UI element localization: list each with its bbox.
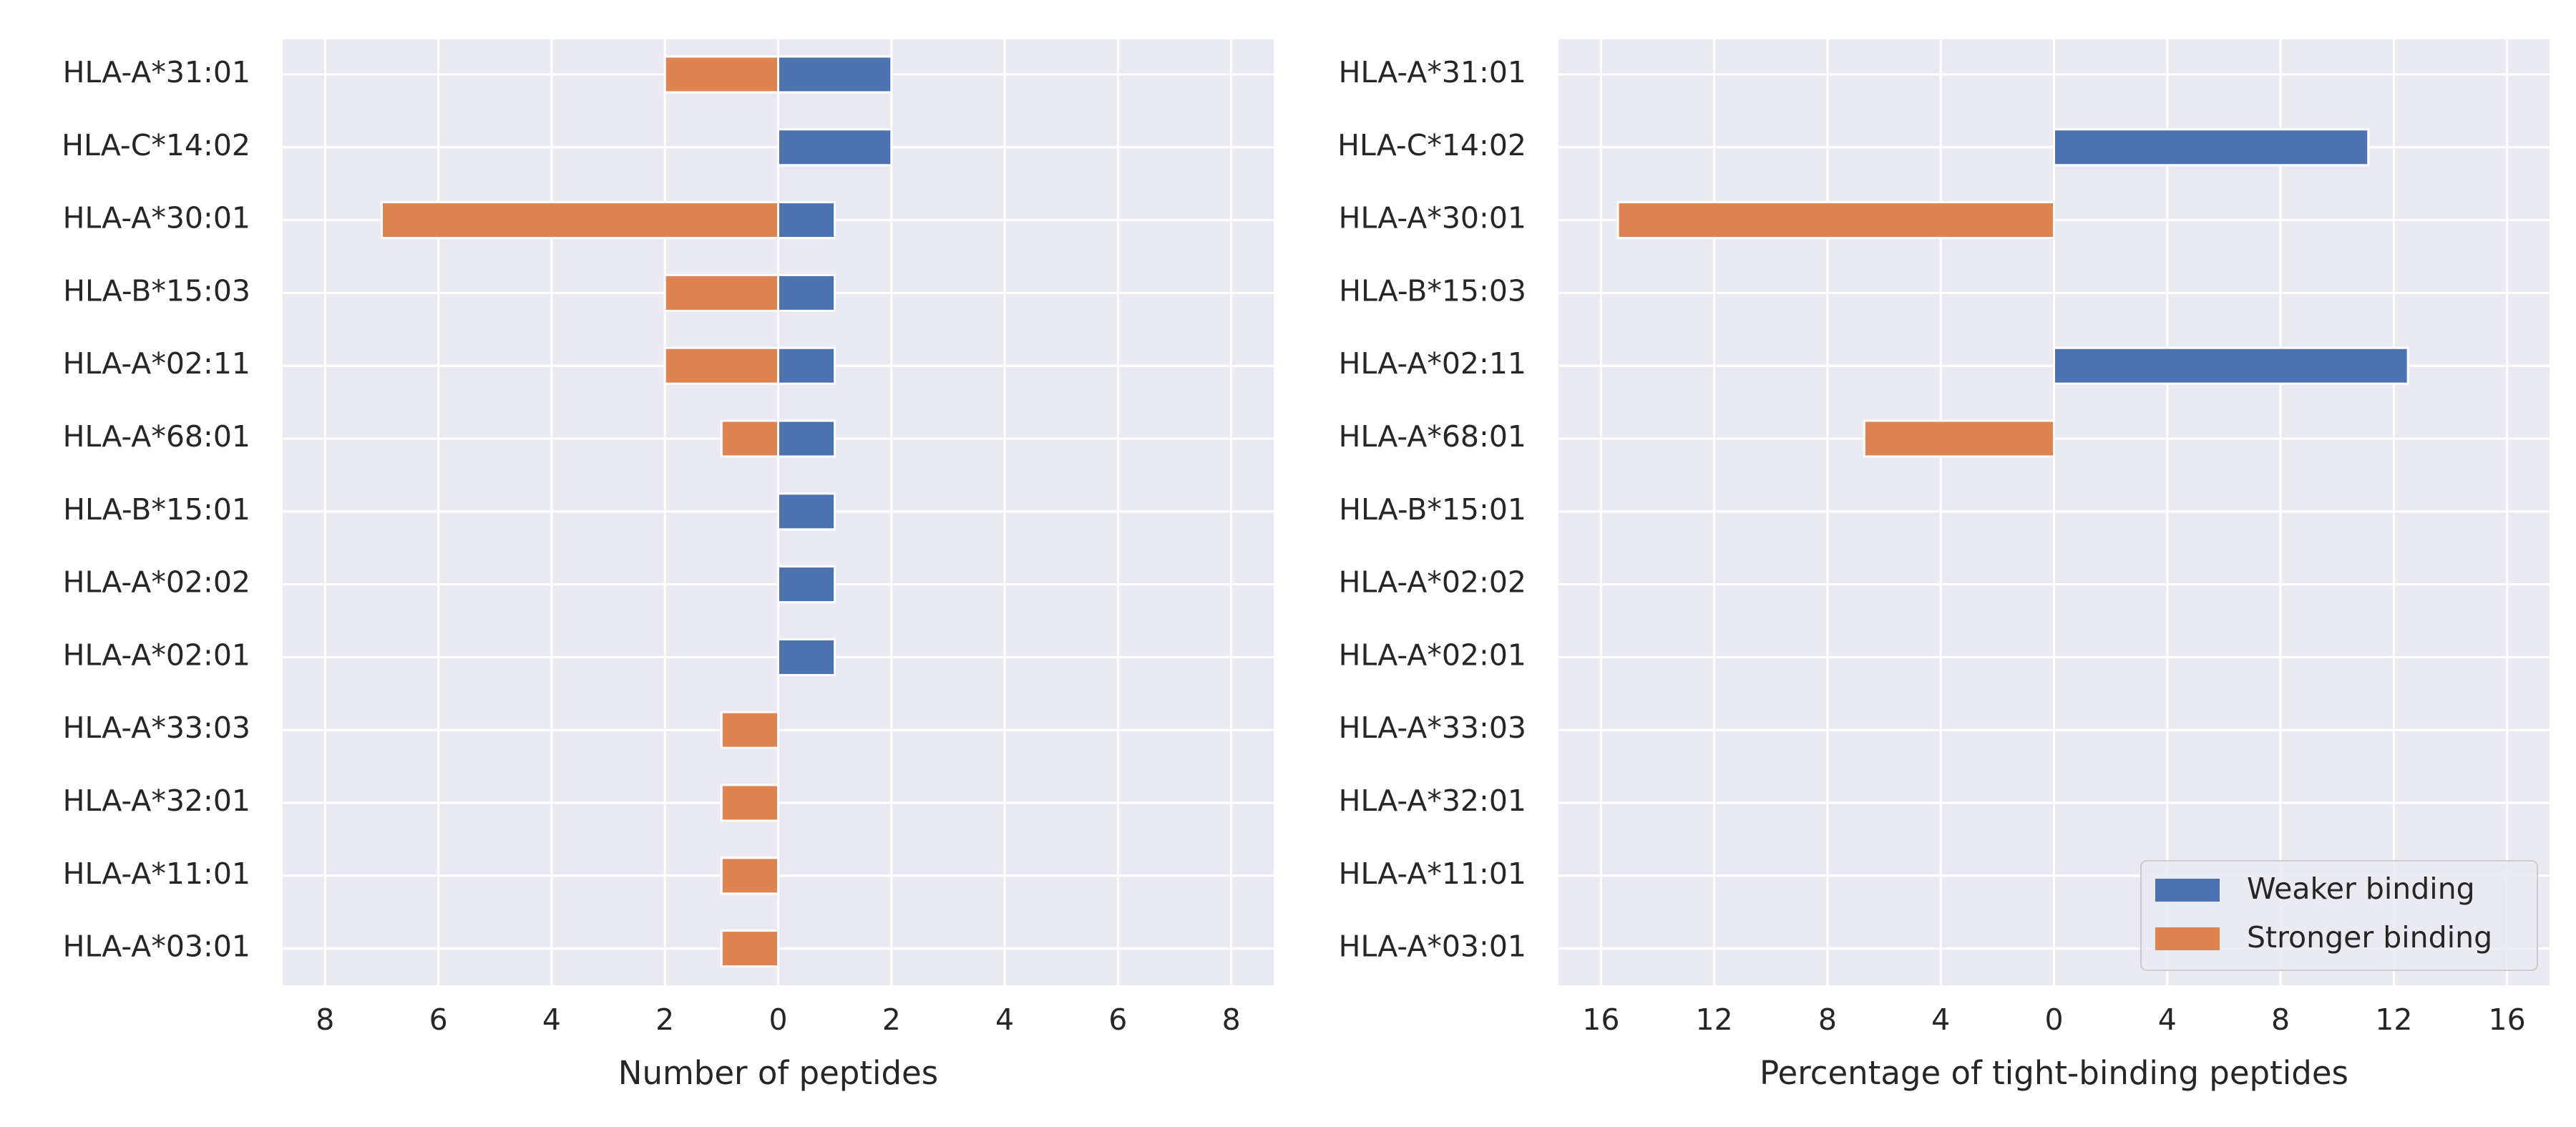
x-axis-label: Percentage of tight-binding peptides: [1760, 1054, 2348, 1092]
bar-weaker-binding: [777, 419, 836, 458]
bar-stronger-binding: [720, 930, 779, 968]
y-tick-label: HLA-A*32:01: [1339, 784, 1526, 818]
bar-weaker-binding: [2053, 346, 2409, 385]
bar-stronger-binding: [720, 857, 779, 895]
bar-weaker-binding: [777, 273, 836, 312]
x-tick-label: 4: [2158, 1002, 2177, 1037]
x-tick-label: 12: [2375, 1002, 2412, 1037]
x-tick-label: 4: [1931, 1002, 1950, 1037]
y-tick-label: HLA-A*02:11: [1339, 346, 1526, 381]
bar-stronger-binding: [720, 711, 779, 749]
x-axis-label: Number of peptides: [618, 1054, 938, 1092]
x-tick-label: 0: [769, 1002, 787, 1037]
bar-weaker-binding: [777, 346, 836, 385]
y-tick-label: HLA-A*31:01: [63, 55, 250, 89]
y-tick-label: HLA-A*02:11: [63, 346, 250, 381]
x-tick-label: 6: [1108, 1002, 1127, 1037]
x-tick-label: 8: [2271, 1002, 2290, 1037]
left-panel: HLA-A*31:01 HLA-C*14:02 HLA-A*30:01 HLA-B*1…: [62, 39, 1274, 1092]
legend-swatch-stronger: [2155, 927, 2220, 950]
bar-stronger-binding: [720, 784, 779, 822]
y-tick-label: HLA-B*15:03: [63, 273, 250, 308]
x-tick-label: 8: [1818, 1002, 1837, 1037]
right-panel: HLA-A*31:01 HLA-C*14:02 HLA-A*30:01 HLA-B*1…: [1337, 39, 2550, 1092]
x-tick-label: 8: [1222, 1002, 1241, 1037]
bar-weaker-binding: [777, 55, 893, 94]
y-tick-label: HLA-A*03:01: [1339, 930, 1526, 964]
bar-stronger-binding: [1863, 419, 2055, 458]
x-tick-label: 12: [1696, 1002, 1733, 1037]
y-tick-label: HLA-A*68:01: [63, 419, 250, 454]
bar-weaker-binding: [777, 565, 836, 604]
y-tick-label: HLA-A*11:01: [1339, 857, 1526, 891]
bar-weaker-binding: [777, 128, 893, 167]
y-tick-label: HLA-A*02:01: [1339, 638, 1526, 672]
legend-label: Stronger binding: [2247, 920, 2492, 955]
x-tick-label: 0: [2044, 1002, 2063, 1037]
bar-weaker-binding: [777, 492, 836, 531]
x-tick-label: 4: [995, 1002, 1014, 1037]
bar-weaker-binding: [2053, 128, 2370, 167]
bar-stronger-binding: [663, 273, 780, 312]
y-tick-label: HLA-B*15:01: [63, 492, 250, 527]
y-tick-label: HLA-A*02:01: [63, 638, 250, 672]
bar-stronger-binding: [1616, 201, 2056, 240]
y-tick-label: HLA-A*03:01: [63, 930, 250, 964]
y-tick-label: HLA-A*68:01: [1339, 419, 1526, 454]
y-tick-label: HLA-A*33:03: [63, 711, 250, 745]
x-tick-label: 4: [542, 1002, 561, 1037]
bar-stronger-binding: [381, 201, 779, 240]
y-tick-label: HLA-A*11:01: [63, 857, 250, 891]
legend-frame: [2140, 860, 2538, 971]
y-tick-label: HLA-A*31:01: [1339, 55, 1526, 89]
legend-swatch-weaker: [2155, 879, 2220, 902]
bar-stronger-binding: [663, 55, 780, 94]
x-tick-label: 2: [882, 1002, 901, 1037]
y-tick-label: HLA-A*33:03: [1339, 711, 1526, 745]
bar-stronger-binding: [663, 346, 780, 385]
y-tick-label: HLA-C*14:02: [62, 128, 250, 162]
x-tick-label: 2: [655, 1002, 674, 1037]
x-tick-label: 16: [2489, 1002, 2526, 1037]
bar-weaker-binding: [777, 201, 836, 240]
bar-stronger-binding: [720, 419, 779, 458]
x-tick-label: 16: [1582, 1002, 1619, 1037]
y-tick-label: HLA-A*30:01: [1339, 201, 1526, 235]
x-tick-label: 8: [316, 1002, 334, 1037]
legend: Weaker binding Stronger binding: [2140, 860, 2538, 971]
y-tick-label: HLA-B*15:03: [1339, 273, 1526, 308]
y-tick-label: HLA-A*32:01: [63, 784, 250, 818]
y-tick-label: HLA-A*30:01: [63, 201, 250, 235]
bar-weaker-binding: [777, 638, 836, 676]
y-tick-label: HLA-A*02:02: [63, 565, 250, 600]
x-tick-label: 6: [429, 1002, 448, 1037]
y-tick-label: HLA-A*02:02: [1339, 565, 1526, 600]
y-tick-label: HLA-B*15:01: [1339, 492, 1526, 527]
y-tick-label: HLA-C*14:02: [1337, 128, 1526, 162]
legend-label: Weaker binding: [2247, 872, 2475, 906]
